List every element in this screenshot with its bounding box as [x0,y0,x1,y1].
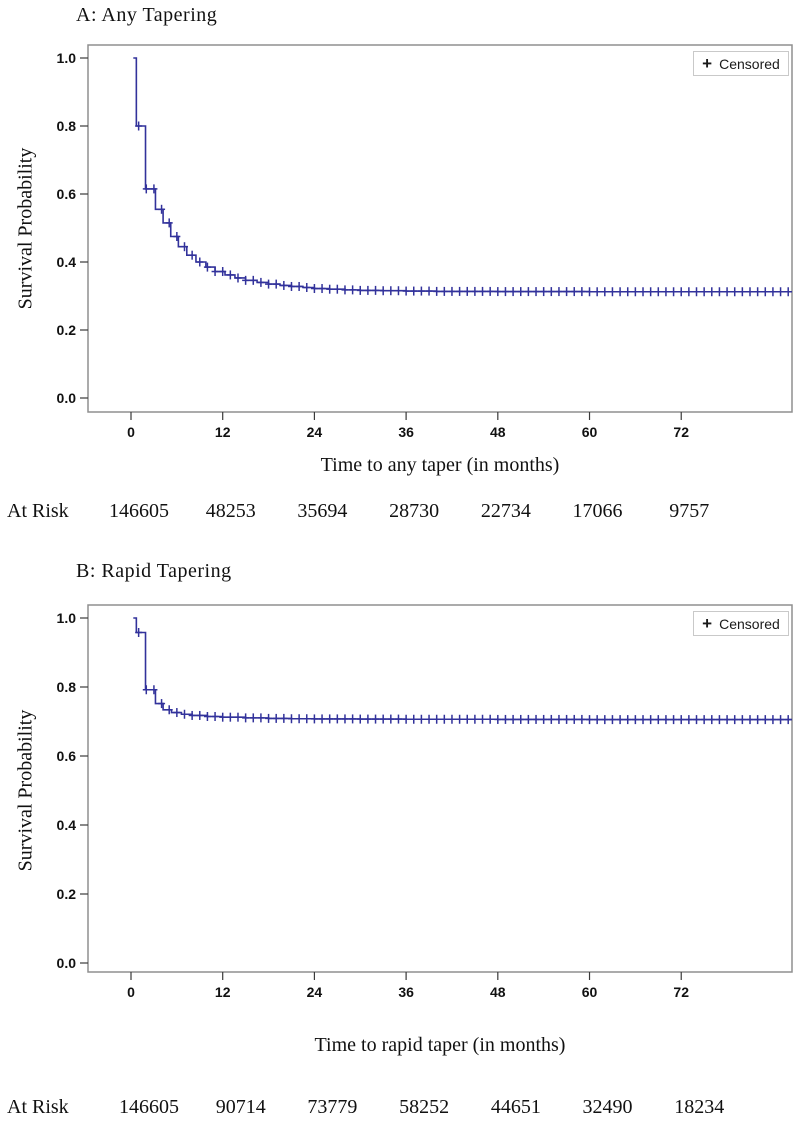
x-tick-label: 48 [490,984,506,1000]
panel-a-title: A: Any Tapering [76,4,218,26]
panel-b-x-axis-label: Time to rapid taper (in months) [314,1034,566,1056]
x-tick-label: 12 [215,424,231,440]
panel-b-at-risk-row: At Risk 146605 90714 73779 58252 44651 32490 1… [0,1096,800,1122]
at-risk-value: 28730 [389,500,440,522]
y-tick-label: 0.0 [57,955,77,971]
x-tick-label: 36 [398,424,414,440]
panel-b-legend-label: Censored [719,615,780,632]
x-tick-label: 36 [398,984,414,1000]
x-tick-label: 48 [490,424,506,440]
panel-b-at-risk-label: At Risk [7,1096,69,1118]
at-risk-value: 73779 [307,1096,358,1118]
y-tick-label: 0.2 [57,322,77,338]
panel-a-legend: + Censored [693,51,789,76]
y-tick-label: 0.8 [57,118,77,134]
panel-a-y-axis-label: Survival Probability [14,147,37,310]
at-risk-value: 9757 [669,500,710,522]
plot-frame [87,604,793,973]
x-tick-label: 72 [673,424,689,440]
panel-a-legend-label: Censored [719,55,780,72]
y-tick-label: 0.8 [57,679,77,695]
x-tick-label: 24 [307,424,323,440]
y-tick-label: 1.0 [57,610,77,626]
at-risk-value: 22734 [480,500,531,522]
at-risk-value: 32490 [582,1096,633,1118]
at-risk-value: 17066 [572,500,623,522]
censored-plus-icon: + [702,613,713,633]
at-risk-value: 146605 [109,500,169,522]
panel-a-at-risk-label: At Risk [7,500,69,522]
y-tick-label: 0.6 [57,186,77,202]
panel-b-legend: + Censored [693,611,789,636]
y-tick-label: 0.0 [57,390,77,406]
x-tick-label: 60 [582,984,598,1000]
at-risk-value: 90714 [215,1096,266,1118]
x-tick-label: 0 [127,984,135,1000]
at-risk-value: 44651 [490,1096,541,1118]
censored-plus-icon: + [702,53,713,73]
y-tick-label: 0.6 [57,748,77,764]
y-tick-label: 0.4 [57,817,77,833]
x-tick-label: 24 [307,984,323,1000]
panel-a-x-axis-label: Time to any taper (in months) [320,454,560,476]
panel-b-title: B: Rapid Tapering [76,560,232,582]
survival-step-curve [133,57,792,293]
y-tick-label: 1.0 [57,50,77,66]
y-tick-label: 0.2 [57,886,77,902]
at-risk-value: 58252 [399,1096,450,1118]
x-tick-label: 0 [127,424,135,440]
x-tick-label: 60 [582,424,598,440]
panel-a-at-risk-row: At Risk 146605 48253 35694 28730 22734 17066 9… [0,500,800,526]
y-tick-label: 0.4 [57,254,77,270]
x-tick-label: 72 [673,984,689,1000]
at-risk-value: 18234 [674,1096,725,1118]
plot-frame [87,44,793,413]
at-risk-value: 146605 [119,1096,179,1118]
at-risk-value: 35694 [297,500,348,522]
x-tick-label: 12 [215,984,231,1000]
panel-b-y-axis-label: Survival Probability [14,709,37,872]
at-risk-value: 48253 [205,500,256,522]
